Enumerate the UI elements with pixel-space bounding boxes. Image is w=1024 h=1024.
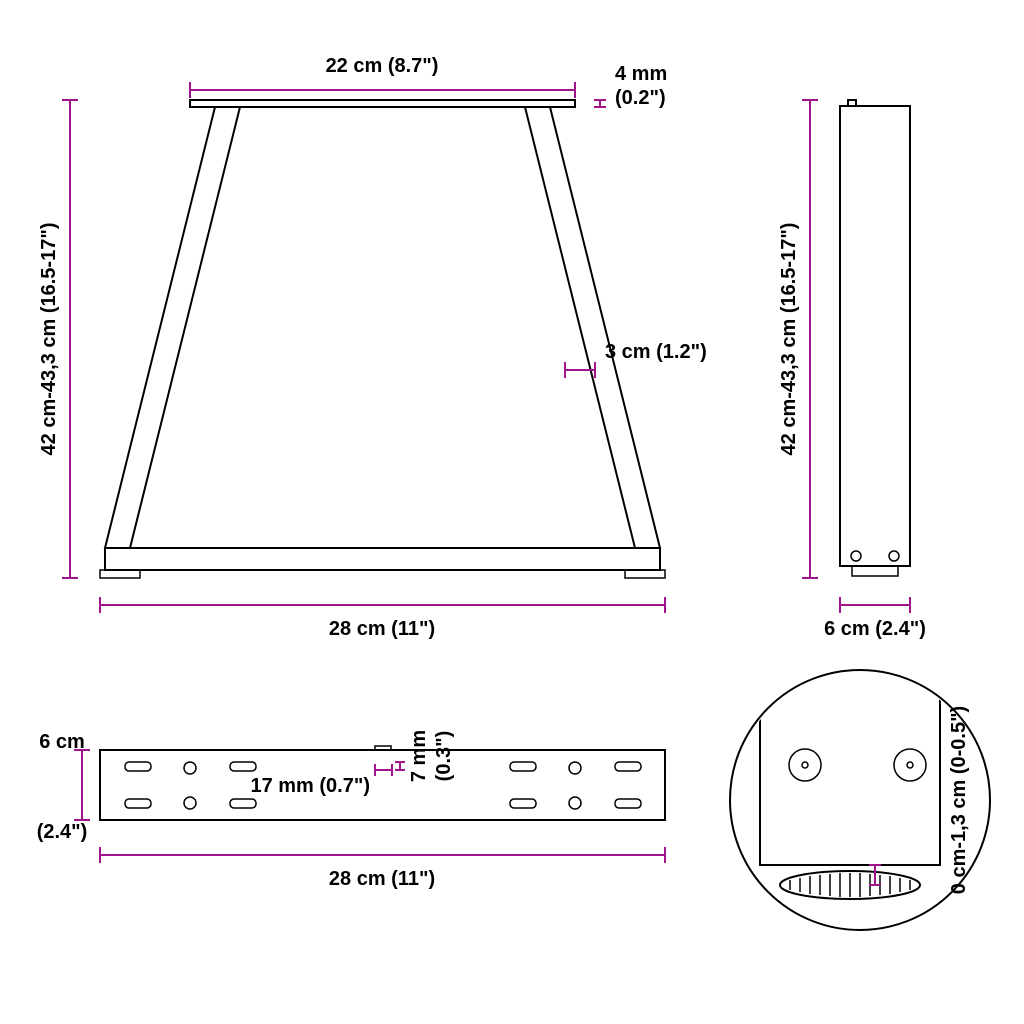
dim-height-right: 42 cm-43,3 cm (16.5-17") (778, 223, 800, 456)
foot-detail: 0 cm-1,3 cm (0-0.5") (730, 670, 990, 930)
dim-top-width: 22 cm (8.7") (326, 55, 439, 77)
dim-height-left: 42 cm-43,3 cm (16.5-17") (38, 223, 60, 456)
front-view: 22 cm (8.7") 4 mm (0.2") 42 cm-43,3 cm (… (38, 55, 707, 640)
plate-view: 6 cm (2.4") 28 cm (11") 17 mm (0.7") 7 m… (37, 730, 665, 890)
dim-slot-w-b: (0.3") (433, 731, 455, 782)
dim-leg-width: 3 cm (1.2") (605, 341, 707, 363)
dim-slot-w-a: 7 mm (408, 730, 430, 782)
dim-slot-len: 17 mm (0.7") (250, 775, 370, 797)
dim-plate-h-a: 6 cm (39, 731, 85, 753)
technical-drawing: 22 cm (8.7") 4 mm (0.2") 42 cm-43,3 cm (… (0, 0, 1024, 1024)
dim-plate-width: 28 cm (11") (329, 868, 435, 890)
dim-plate-thickness-b: (0.2") (615, 87, 666, 109)
dim-plate-h-b: (2.4") (37, 821, 88, 843)
side-view: 42 cm-43,3 cm (16.5-17") 6 cm (2.4") (778, 100, 926, 640)
dim-bottom-width: 28 cm (11") (329, 618, 435, 640)
dim-side-depth: 6 cm (2.4") (824, 618, 926, 640)
dim-plate-thickness-a: 4 mm (615, 63, 667, 85)
dim-foot-adjust: 0 cm-1,3 cm (0-0.5") (948, 706, 970, 894)
